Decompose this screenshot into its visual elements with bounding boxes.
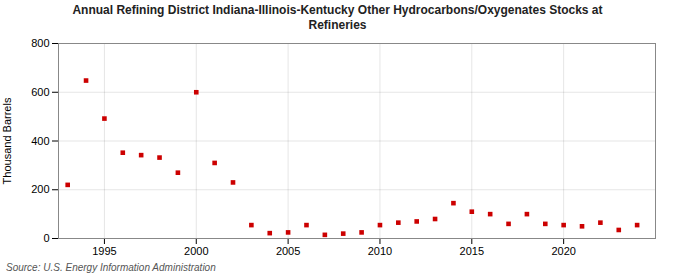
svg-text:800: 800 — [31, 37, 49, 49]
html-text:Source: U.S. Energy Informatio: Source: U.S. Energy Information Administ… — [6, 262, 216, 273]
svg-text:2010: 2010 — [368, 245, 392, 257]
svg-text:Thousand Barrels: Thousand Barrels — [1, 97, 13, 184]
svg-text:2020: 2020 — [551, 245, 575, 257]
svg-text:2015: 2015 — [460, 245, 484, 257]
svg-text:1995: 1995 — [92, 245, 116, 257]
svg-text:2000: 2000 — [184, 245, 208, 257]
svg-text:200: 200 — [31, 183, 49, 195]
svg-text:2005: 2005 — [276, 245, 300, 257]
svg-text:0: 0 — [43, 232, 49, 244]
svg-text:600: 600 — [31, 86, 49, 98]
svg-text:400: 400 — [31, 135, 49, 147]
html-text:Annual Refining District India: Annual Refining District Indiana-Illinoi… — [72, 3, 603, 32]
